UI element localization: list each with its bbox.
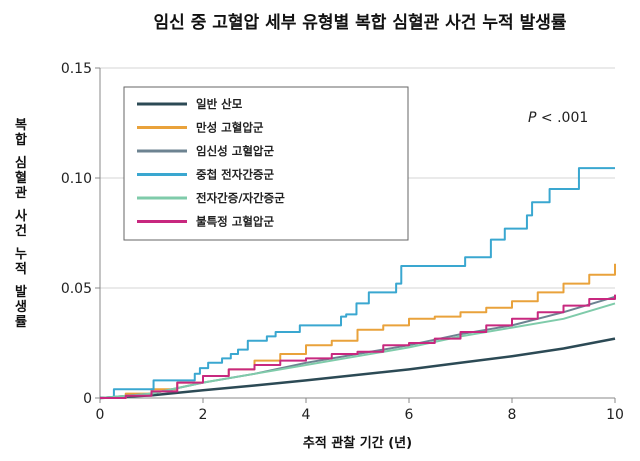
y-tick-label: 0.15 (61, 61, 92, 77)
series-line-4 (100, 167, 615, 399)
x-tick-label: 6 (405, 407, 414, 423)
x-tick-label: 0 (96, 407, 105, 423)
series-line-1 (99, 337, 616, 400)
chart-title: 임신 중 고혈압 세부 유형별 복합 심혈관 사건 누적 발생률 (153, 13, 567, 33)
legend-box (123, 86, 409, 241)
p-value: < .001 (536, 110, 588, 126)
legend-label: 임신성 고혈압군 (196, 144, 274, 158)
legend-label: 일반 산모 (196, 97, 243, 111)
p-value-annotation: P < .001 (528, 110, 588, 126)
x-tick-label: 4 (302, 407, 311, 423)
x-tick-label: 2 (199, 407, 208, 423)
y-tick-label: 0 (83, 391, 92, 407)
legend-label: 중첩 전자간증군 (196, 168, 274, 182)
series-line-5 (99, 302, 616, 399)
legend-label: 불특정 고혈압군 (196, 215, 274, 229)
series-line-2 (100, 263, 616, 399)
y-tick-label: 0.10 (61, 171, 92, 187)
y-tick-label: 0.05 (61, 281, 92, 297)
x-tick-label: 10 (606, 407, 624, 423)
series-line-6 (100, 294, 616, 399)
legend-label: 만성 고혈압군 (196, 121, 264, 135)
legend-label: 전자간증/자간증군 (196, 191, 285, 205)
x-tick-label: 8 (508, 407, 517, 423)
p-symbol: P (528, 110, 537, 126)
x-axis-label: 추적 관찰 기간 (년) (302, 436, 413, 451)
